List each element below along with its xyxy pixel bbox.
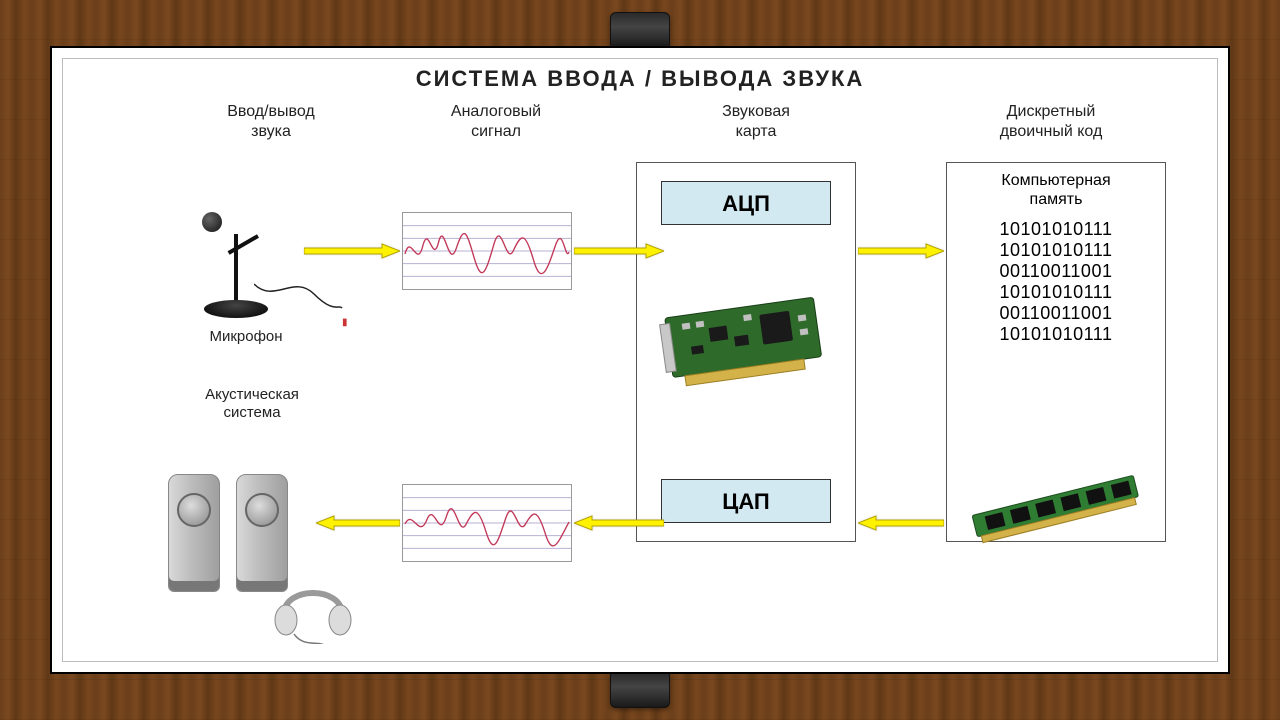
binary-line-1: 10101010111 bbox=[953, 240, 1159, 261]
speakers-icon bbox=[150, 442, 320, 612]
adc-box: АЦП bbox=[661, 181, 831, 225]
arrow-left-1 bbox=[574, 514, 664, 532]
binary-line-4: 00110011001 bbox=[953, 303, 1159, 324]
sound-card-icon bbox=[651, 283, 841, 403]
col-head-io: Ввод/выводзвука bbox=[186, 102, 356, 142]
col-head-card: Звуковаякарта bbox=[676, 102, 836, 142]
waveform-output bbox=[402, 484, 572, 562]
col-head-analog: Аналоговыйсигнал bbox=[416, 102, 576, 142]
col-head-binary: Дискретныйдвоичный код bbox=[946, 102, 1156, 142]
ram-stick-icon bbox=[969, 471, 1143, 547]
binary-line-3: 10101010111 bbox=[953, 282, 1159, 303]
memory-title: Компьютернаяпамять bbox=[953, 171, 1159, 209]
binary-line-5: 10101010111 bbox=[953, 324, 1159, 345]
microphone-icon: ▮ bbox=[166, 184, 306, 324]
arrow-right-1 bbox=[574, 242, 664, 260]
diagram-stage: Ввод/выводзвука Аналоговыйсигнал Звукова… bbox=[76, 102, 1204, 654]
arrow-left-0 bbox=[858, 514, 944, 532]
binary-line-0: 10101010111 bbox=[953, 219, 1159, 240]
clip-bottom bbox=[610, 672, 670, 708]
microphone-label: Микрофон bbox=[196, 328, 296, 346]
slide-canvas: СИСТЕМА ВВОДА / ВЫВОДА ЗВУКА Ввод/выводз… bbox=[50, 46, 1230, 674]
speaker-label: Акустическаясистема bbox=[182, 386, 322, 422]
memory-box: Компьютернаяпамять 10101010111 101010101… bbox=[946, 162, 1166, 542]
arrow-right-0 bbox=[304, 242, 400, 260]
headphones-icon bbox=[270, 574, 356, 644]
binary-line-2: 00110011001 bbox=[953, 261, 1159, 282]
clip-top bbox=[610, 12, 670, 48]
arrow-left-2 bbox=[316, 514, 400, 532]
arrow-right-2 bbox=[858, 242, 944, 260]
waveform-input bbox=[402, 212, 572, 290]
sound-card-box: АЦП bbox=[636, 162, 856, 542]
dac-box: ЦАП bbox=[661, 479, 831, 523]
slide-title: СИСТЕМА ВВОДА / ВЫВОДА ЗВУКА bbox=[72, 66, 1208, 92]
